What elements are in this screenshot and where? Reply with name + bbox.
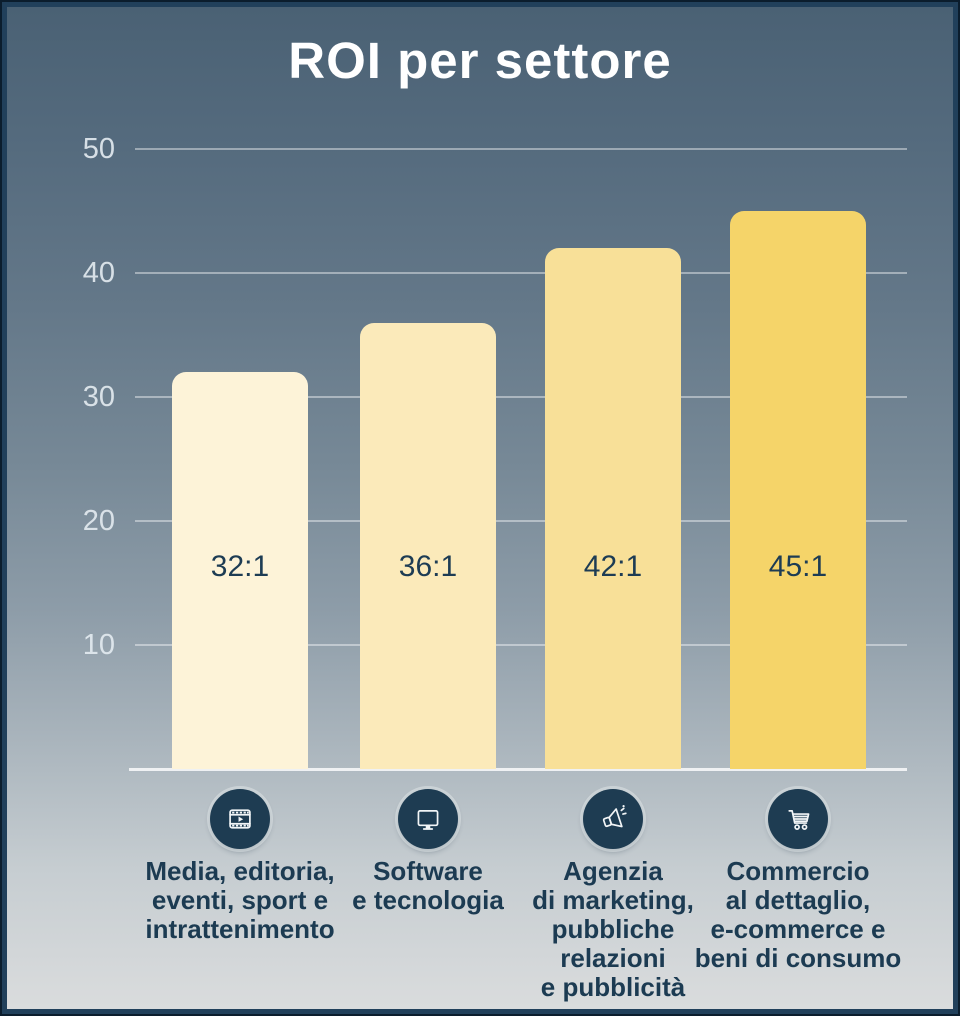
bar-value-label: 36:1 bbox=[398, 550, 458, 583]
category-label: Commercio al dettaglio, e-commerce e ben… bbox=[694, 856, 902, 973]
gridline-10 bbox=[135, 644, 907, 646]
category-icon-circle bbox=[210, 789, 270, 849]
video-player-icon bbox=[222, 801, 258, 837]
bar-2 bbox=[360, 323, 496, 769]
y-tick-label: 50 bbox=[82, 133, 115, 165]
chart-title: ROI per settore bbox=[288, 32, 672, 89]
gridline-30 bbox=[135, 396, 907, 398]
category-label: Software e tecnologia bbox=[352, 856, 504, 915]
megaphone-icon bbox=[595, 801, 631, 837]
bar-value-label: 42:1 bbox=[583, 550, 643, 583]
category-icon-circle bbox=[768, 789, 828, 849]
x-axis-line bbox=[129, 768, 907, 771]
shopping-cart-icon bbox=[780, 801, 816, 837]
category-label: Agenzia di marketing, pubbliche relazion… bbox=[532, 856, 694, 1002]
gridline-20 bbox=[135, 520, 907, 522]
y-tick-label: 40 bbox=[82, 257, 115, 289]
gridline-50 bbox=[135, 148, 907, 150]
y-tick-label: 20 bbox=[82, 505, 115, 537]
gridline-40 bbox=[135, 272, 907, 274]
bar-value-label: 32:1 bbox=[210, 550, 270, 583]
category-icon-circle bbox=[583, 789, 643, 849]
category-icon-circle bbox=[398, 789, 458, 849]
monitor-icon bbox=[410, 801, 446, 837]
y-tick-label: 30 bbox=[82, 381, 115, 413]
bar-4 bbox=[730, 211, 866, 769]
bar-value-label: 45:1 bbox=[768, 550, 828, 583]
bar-1 bbox=[172, 372, 308, 769]
category-label: Media, editoria, eventi, sport e intratt… bbox=[145, 856, 335, 944]
y-tick-label: 10 bbox=[82, 629, 115, 661]
bar-3 bbox=[545, 248, 681, 769]
